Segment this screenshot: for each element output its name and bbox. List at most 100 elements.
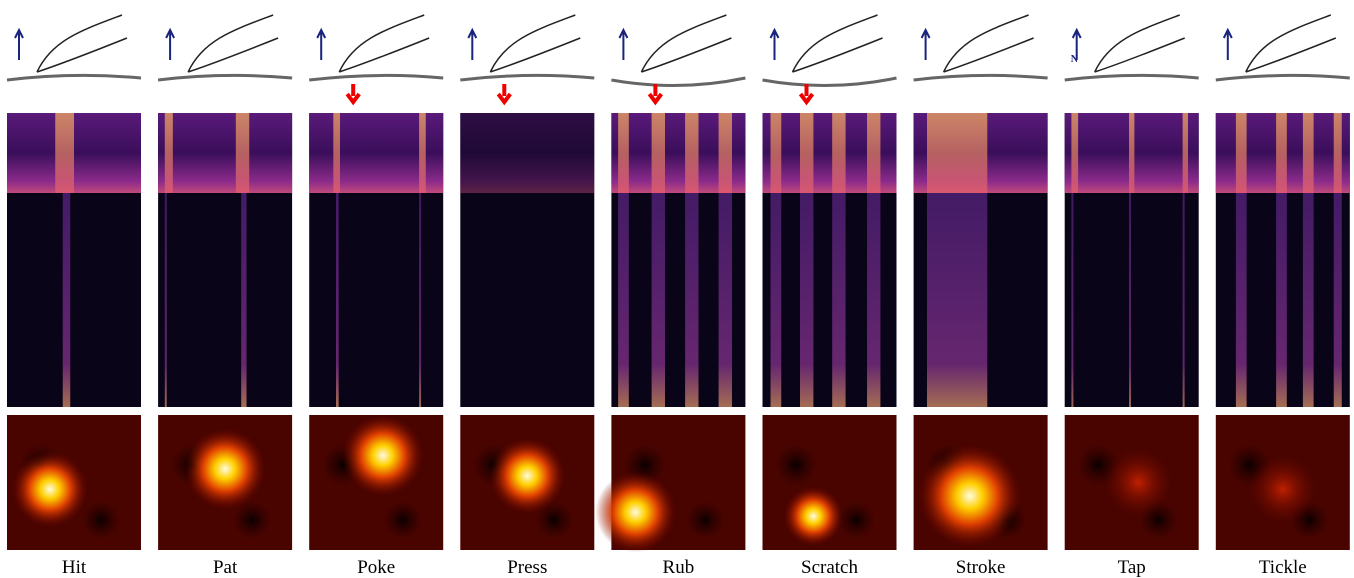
- panel: Scratch: [763, 15, 897, 578]
- panel: Rub: [595, 15, 745, 578]
- hand-icon: [490, 15, 580, 72]
- spectrogram-stripe: [1276, 193, 1287, 407]
- spectrogram-stripe: [419, 193, 421, 407]
- panel-label: Rub: [663, 557, 695, 578]
- panel: Press: [460, 15, 594, 578]
- spectrogram-stripe: [236, 113, 249, 193]
- spectrogram-stripe: [1129, 193, 1131, 407]
- panel-label: Pat: [213, 557, 238, 578]
- surface-line: [309, 75, 443, 80]
- spectrogram-stripe: [685, 193, 698, 407]
- panel-label: Hit: [62, 557, 87, 578]
- spectrogram-stripe: [867, 113, 880, 193]
- heatmap-blob: [784, 487, 843, 546]
- panel-label: Press: [507, 557, 547, 578]
- spectrogram-stripe: [652, 113, 665, 193]
- heatmap-blob: [185, 429, 265, 509]
- motion-arrow: [771, 30, 779, 60]
- spectrogram-band: [158, 113, 292, 193]
- spectrogram-stripe: [1334, 193, 1342, 407]
- panel: Pat: [158, 15, 292, 578]
- heatmap-hole: [685, 500, 725, 540]
- force-arrow: [347, 84, 359, 102]
- panel-label: Tickle: [1259, 557, 1307, 578]
- motion-arrow: [317, 30, 325, 60]
- spectrogram-stripe: [1129, 113, 1134, 193]
- spectrogram-stripe: [1236, 193, 1247, 407]
- spectrogram-stripe: [1334, 113, 1342, 193]
- spectrogram-stripe: [771, 113, 782, 193]
- motion-arrow: [1224, 30, 1232, 60]
- hand-icon: [37, 15, 127, 72]
- surface-line: [158, 75, 292, 80]
- surface-line: [914, 75, 1048, 80]
- heatmap-hole: [81, 500, 121, 540]
- hand-icon: [1095, 15, 1185, 72]
- heatmap-hole: [383, 500, 423, 540]
- spectrogram-stripe: [927, 113, 987, 193]
- spectrogram-stripe: [336, 193, 339, 407]
- hand-icon: [188, 15, 278, 72]
- spectrogram-stripe: [241, 193, 246, 407]
- spectrogram-stripe: [55, 113, 74, 193]
- spectrogram-stripe: [719, 193, 732, 407]
- hand-icon: [339, 15, 429, 72]
- panel: Tickle: [1216, 15, 1350, 578]
- heatmap-blob: [595, 472, 675, 552]
- spectrogram-stripe: [1303, 193, 1314, 407]
- panel-label: Stroke: [956, 557, 1006, 578]
- spectrogram-stripe: [63, 193, 71, 407]
- heatmap-blob: [919, 445, 1021, 547]
- surface-line: [763, 78, 897, 86]
- spectrogram-stripe: [832, 113, 845, 193]
- spectrogram-stripe: [1236, 113, 1247, 193]
- spectrogram-stripe: [1071, 113, 1078, 193]
- heatmap-blob: [490, 438, 565, 513]
- spectrogram-stripe: [1183, 193, 1185, 407]
- spectrogram-stripe: [771, 193, 782, 407]
- spectrogram-stripe: [1071, 193, 1073, 407]
- spectrogram-stripe: [800, 193, 813, 407]
- figure: Hit Pat Poke Press Rub Scratch Stroke N Tap Tickl…: [0, 0, 1354, 578]
- panel: Poke: [309, 15, 443, 578]
- spectrogram-stripe: [419, 113, 426, 193]
- spectrogram-stripe: [685, 113, 698, 193]
- motion-arrow: [468, 30, 476, 60]
- icon-text: N: [1071, 54, 1079, 65]
- panel-label: Poke: [357, 557, 395, 578]
- hand-icon: [793, 15, 883, 72]
- surface-line: [460, 75, 594, 80]
- heatmap-blob: [1105, 449, 1172, 516]
- surface-line: [1065, 75, 1199, 80]
- heatmap-blob: [12, 452, 87, 527]
- spectrogram-stripe: [165, 193, 167, 407]
- spectrogram-stripe: [927, 193, 987, 407]
- motion-arrow: [166, 30, 174, 60]
- spectrogram-stripe: [1303, 113, 1314, 193]
- hand-icon: [944, 15, 1034, 72]
- panel: Stroke: [914, 15, 1048, 578]
- spectrogram-stripe: [652, 193, 665, 407]
- motion-arrow: [619, 30, 627, 60]
- panel: N Tap: [1065, 15, 1199, 578]
- spectrogram-stripe: [1276, 113, 1287, 193]
- panel: Hit: [7, 15, 141, 578]
- spectrogram-stripe: [618, 193, 629, 407]
- spectrogram-stripe: [618, 113, 629, 193]
- surface-line: [611, 78, 745, 86]
- surface-line: [7, 75, 141, 80]
- heatmap-blob: [1249, 456, 1316, 523]
- hand-icon: [641, 15, 731, 72]
- spectrogram-stripe: [165, 113, 173, 193]
- heatmap-blob: [343, 415, 423, 495]
- panel-label: Tap: [1118, 557, 1146, 578]
- surface-line: [1216, 75, 1350, 80]
- spectrogram-stripe: [1183, 113, 1188, 193]
- heatmap-hole: [774, 443, 818, 487]
- panel-label: Scratch: [801, 557, 858, 578]
- hand-icon: [1246, 15, 1336, 72]
- motion-arrow: [15, 30, 23, 60]
- spectrogram-stripe: [719, 113, 732, 193]
- spectrogram-stripe: [867, 193, 880, 407]
- spectrogram-band: [460, 113, 594, 193]
